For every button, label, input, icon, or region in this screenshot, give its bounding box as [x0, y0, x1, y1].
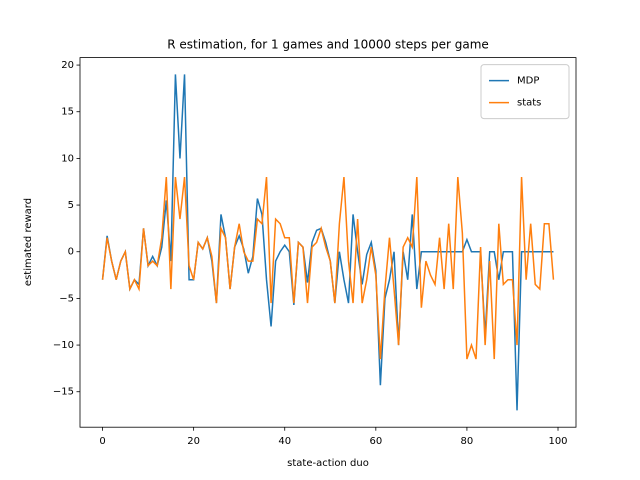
y-tick-label: −10 — [53, 340, 74, 351]
y-tick-label: 5 — [68, 200, 74, 211]
y-tick-label: 15 — [61, 107, 74, 118]
legend-box — [480, 64, 570, 120]
x-tick-label: 40 — [278, 436, 291, 447]
y-tick-label: 10 — [61, 153, 74, 164]
x-tick-label: 20 — [187, 436, 200, 447]
legend-label: stats — [517, 98, 541, 109]
plot-frame — [79, 57, 577, 428]
x-tick-label: 80 — [461, 436, 474, 447]
y-tick-label: −15 — [53, 387, 74, 398]
data-line — [101, 74, 554, 411]
y-tick-label: −5 — [59, 293, 74, 304]
y-axis-label: estimated reward — [23, 198, 34, 286]
x-axis-label: state-action duo — [287, 458, 369, 469]
legend-label: MDP — [517, 76, 539, 87]
legend: MDP stats — [480, 64, 570, 120]
y-tick-label: 0 — [68, 247, 74, 258]
y-tick-label: 20 — [61, 60, 74, 71]
chart-title: R estimation, for 1 games and 10000 step… — [167, 38, 489, 52]
x-tick-label: 60 — [369, 436, 382, 447]
x-tick-label: 100 — [548, 436, 567, 447]
data-line — [101, 176, 555, 360]
x-tick-label: 0 — [99, 436, 105, 447]
